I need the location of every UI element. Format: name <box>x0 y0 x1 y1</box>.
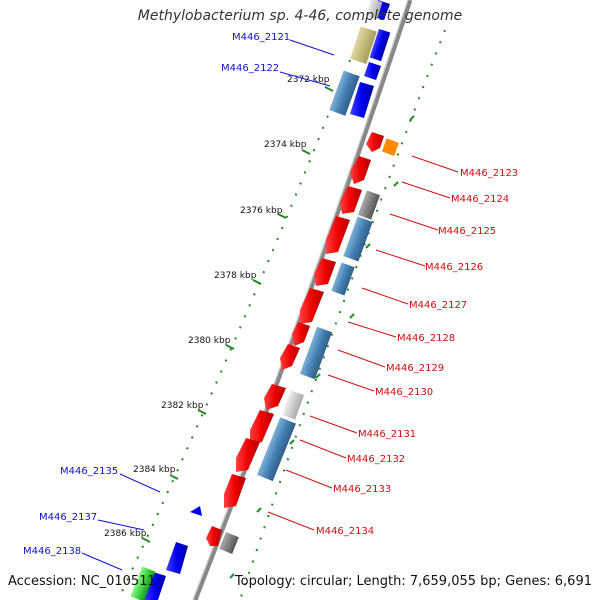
inner-guide-track <box>239 29 446 600</box>
gene-label-forward[interactable]: M446_2135 <box>60 466 118 477</box>
scale-label: 2380 kbp <box>188 336 231 346</box>
leader-line <box>267 511 315 531</box>
leader-line <box>309 415 358 434</box>
gene-label-forward[interactable]: M446_2137 <box>39 512 97 523</box>
gene-block-2122 <box>329 70 360 116</box>
gene-label-reverse[interactable]: M446_2126 <box>425 262 483 273</box>
gene-label-reverse[interactable]: M446_2134 <box>316 526 374 537</box>
scale-label: 2374 kbp <box>264 140 307 150</box>
gene-block-2125 <box>357 190 381 220</box>
gene-arrow-2138 <box>144 572 166 600</box>
leader-line <box>375 249 426 267</box>
scale-label: 2382 kbp <box>161 401 204 411</box>
gene-label-reverse[interactable]: M446_2123 <box>460 168 518 179</box>
gene-block-2121 <box>350 26 377 64</box>
gene-arrow-2122b <box>364 62 381 80</box>
gene-arrow-2124 <box>350 156 371 184</box>
leader-line <box>97 519 145 531</box>
gene-block-2126 <box>343 216 373 262</box>
genome-backbone-highlight <box>192 0 409 600</box>
scale-label: 2386 kbp <box>104 529 147 539</box>
leader-line <box>347 321 397 338</box>
gene-arrow-2125 <box>340 186 362 214</box>
genome-summary: Topology: circular; Length: 7,659,055 bp… <box>234 574 592 589</box>
gene-arrow-2127 <box>314 258 336 286</box>
gene-block-2123 <box>381 138 399 156</box>
gene-label-forward[interactable]: M446_2138 <box>23 546 81 557</box>
gene-block-2129 <box>299 326 333 380</box>
gene-block-2134 <box>219 532 239 554</box>
gene-arrow-2132 <box>250 410 274 444</box>
gene-block-2121b <box>369 28 391 62</box>
leader-line <box>285 469 333 489</box>
leader-line <box>327 374 375 392</box>
gene-block-2131 <box>281 390 305 420</box>
gene-arrow-2122c <box>350 82 374 118</box>
gene-label-forward[interactable]: M446_2122 <box>221 63 279 74</box>
gene-label-reverse[interactable]: M446_2127 <box>409 300 467 311</box>
gene-arrow-2130 <box>280 344 300 370</box>
scale-label: 2376 kbp <box>240 206 283 216</box>
gene-arrow-2129 <box>292 322 310 346</box>
gene-label-reverse[interactable]: M446_2125 <box>438 226 496 237</box>
leader-line <box>299 439 347 459</box>
gene-arrow-2133 <box>236 438 260 472</box>
reverse-genes <box>206 132 399 554</box>
scale-label: 2384 kbp <box>133 465 176 475</box>
gene-label-reverse[interactable]: M446_2129 <box>386 363 444 374</box>
gene-label-reverse[interactable]: M446_2124 <box>451 194 509 205</box>
forward-genes <box>130 0 391 600</box>
scale-label: 2378 kbp <box>214 271 257 281</box>
gene-label-reverse[interactable]: M446_2133 <box>333 484 391 495</box>
accession-text: Accession: NC_010511 <box>8 574 156 589</box>
gene-arrow-2128 <box>300 288 324 324</box>
gene-arrow-2135 <box>190 506 202 516</box>
gene-arrow-2126 <box>326 216 350 254</box>
gene-arrow-2133b <box>224 474 246 508</box>
leader-line <box>81 552 123 571</box>
gene-label-reverse[interactable]: M446_2132 <box>347 454 405 465</box>
leader-line <box>401 181 451 199</box>
gene-label-reverse[interactable]: M446_2130 <box>375 387 433 398</box>
map-title: Methylobacterium sp. 4-46, complete geno… <box>137 8 463 24</box>
scale-tick-marks <box>141 86 415 579</box>
gene-arrow-2134 <box>206 526 222 546</box>
gene-label-reverse[interactable]: M446_2131 <box>358 429 416 440</box>
leader-line <box>361 287 409 305</box>
gene-label-reverse[interactable]: M446_2128 <box>397 333 455 344</box>
gene-arrow-2137 <box>166 542 188 574</box>
gene-arrow-2131 <box>264 384 286 410</box>
gene-block-2132 <box>256 417 296 482</box>
gene-block-top <box>365 0 383 20</box>
leader-line <box>337 349 386 368</box>
gene-arrow-2123 <box>366 132 384 152</box>
leader-line <box>289 39 335 56</box>
gene-label-forward[interactable]: M446_2121 <box>232 32 290 43</box>
leader-line <box>389 213 439 231</box>
leader-line <box>279 71 331 87</box>
outer-guide-track <box>117 59 351 600</box>
leader-line <box>411 155 459 173</box>
gene-block-2138 <box>130 566 156 600</box>
gene-block-2127 <box>331 262 355 296</box>
leader-line <box>119 473 161 493</box>
